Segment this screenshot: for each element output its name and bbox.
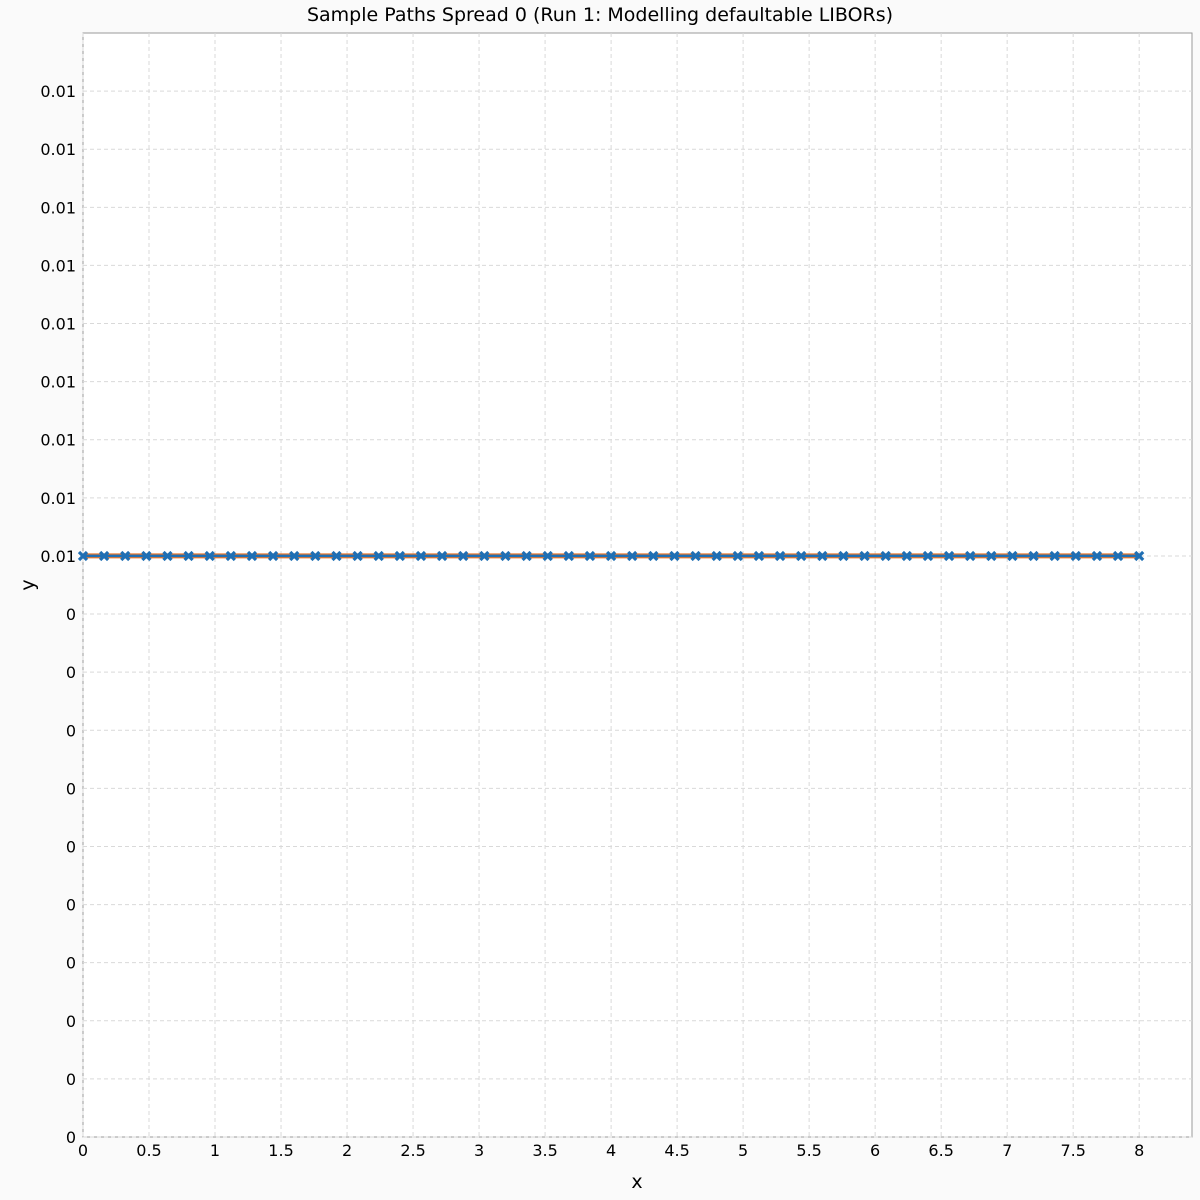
- data-point: [774, 550, 786, 562]
- data-point: [605, 550, 617, 562]
- data-point: [415, 550, 427, 562]
- data-point: [352, 550, 363, 562]
- data-point: [246, 550, 258, 562]
- data-point: [965, 550, 976, 562]
- chart-title: Sample Paths Spread 0 (Run 1: Modelling …: [307, 4, 893, 26]
- data-point: [225, 550, 236, 562]
- data-point: [436, 550, 448, 562]
- x-tick-label: 3: [474, 1141, 484, 1160]
- y-tick-label: 0.01: [40, 547, 76, 566]
- series-layer: [77, 550, 1145, 562]
- y-tick-label: 0: [66, 605, 76, 624]
- y-tick-label: 0: [66, 663, 76, 682]
- data-point: [1091, 550, 1103, 562]
- x-tick-label: 6: [870, 1141, 880, 1160]
- data-point: [521, 550, 532, 562]
- x-tick-label: 0.5: [136, 1141, 161, 1160]
- y-tick-label: 0.01: [40, 140, 76, 159]
- data-point: [986, 550, 997, 562]
- y-tick-label: 0.01: [40, 373, 76, 392]
- y-tick-label: 0: [66, 837, 76, 856]
- y-tick-label: 0: [66, 1012, 76, 1031]
- x-tick-label: 6.5: [928, 1141, 953, 1160]
- y-tick-label: 0.01: [40, 198, 76, 217]
- data-point: [458, 550, 469, 562]
- data-point: [204, 550, 215, 562]
- data-point: [77, 550, 89, 562]
- x-tick-label: 1.5: [268, 1141, 293, 1160]
- y-axis-label: y: [17, 579, 39, 590]
- data-point: [627, 550, 638, 562]
- x-tick-label: 3.5: [532, 1141, 557, 1160]
- data-point: [1028, 550, 1039, 562]
- x-tick-label: 5.5: [796, 1141, 821, 1160]
- data-point: [732, 550, 743, 562]
- y-tick-label: 0.01: [40, 489, 76, 508]
- y-tick-label: 0.01: [40, 315, 76, 334]
- x-tick-label: 2.5: [400, 1141, 425, 1160]
- data-point: [943, 550, 955, 562]
- data-point: [648, 550, 659, 562]
- data-point: [141, 550, 152, 562]
- x-tick-label: 4.5: [664, 1141, 689, 1160]
- y-tick-label: 0: [66, 721, 76, 740]
- data-point: [500, 550, 511, 562]
- data-point: [373, 550, 384, 562]
- data-point: [310, 550, 321, 562]
- data-point: [1112, 550, 1124, 562]
- x-tick-label: 2: [342, 1141, 352, 1160]
- y-tick-label: 0: [66, 1070, 76, 1089]
- data-point: [542, 550, 553, 562]
- x-tick-label: 7.5: [1060, 1141, 1085, 1160]
- data-point: [267, 550, 279, 562]
- data-point: [120, 550, 131, 562]
- y-tick-label: 0: [66, 779, 76, 798]
- data-point: [901, 550, 912, 562]
- data-point: [479, 550, 490, 562]
- y-tick-label: 0: [66, 896, 76, 915]
- data-point: [690, 550, 701, 562]
- x-tick-label: 0: [78, 1141, 88, 1160]
- data-point: [584, 550, 596, 562]
- data-point: [711, 550, 722, 562]
- data-point: [289, 550, 300, 562]
- data-point: [880, 550, 891, 562]
- data-point: [563, 550, 574, 562]
- data-point: [922, 550, 934, 562]
- data-point: [669, 550, 680, 562]
- data-point: [817, 550, 828, 562]
- data-point: [753, 550, 765, 562]
- x-tick-label: 8: [1134, 1141, 1144, 1160]
- data-point: [838, 550, 849, 562]
- data-point: [1070, 550, 1081, 562]
- y-tick-label: 0.01: [40, 431, 76, 450]
- data-point: [98, 550, 110, 562]
- y-tick-label: 0: [66, 954, 76, 973]
- data-point: [1007, 550, 1018, 562]
- y-tick-label: 0.01: [40, 82, 76, 101]
- x-tick-label: 5: [738, 1141, 748, 1160]
- data-point: [183, 550, 194, 562]
- y-tick-label: 0.01: [40, 256, 76, 275]
- x-axis-label: x: [631, 1171, 642, 1193]
- x-tick-labels: 0 0.5 1 1.5 2 2.5 3 3.5 4 4.5 5 5.5 6 6.5 7 7.5 8: [78, 1141, 1144, 1160]
- plot-area: [82, 32, 1193, 1138]
- grid-x: [82, 33, 1140, 1137]
- data-point: [162, 550, 173, 562]
- data-point: [1134, 550, 1145, 562]
- x-tick-label: 4: [606, 1141, 616, 1160]
- data-point: [394, 550, 405, 562]
- data-point: [796, 550, 807, 562]
- data-point: [859, 550, 870, 562]
- y-tick-label: 0: [66, 1128, 76, 1147]
- y-tick-labels: 0 0 0 0 0 0 0 0 0 0 0.01 0.01 0.01 0.01 0.01 0.01 0.01 0.…: [40, 82, 76, 1147]
- x-tick-label: 7: [1002, 1141, 1012, 1160]
- data-point: [331, 550, 342, 562]
- x-tick-label: 1: [210, 1141, 220, 1160]
- data-point: [1049, 550, 1060, 562]
